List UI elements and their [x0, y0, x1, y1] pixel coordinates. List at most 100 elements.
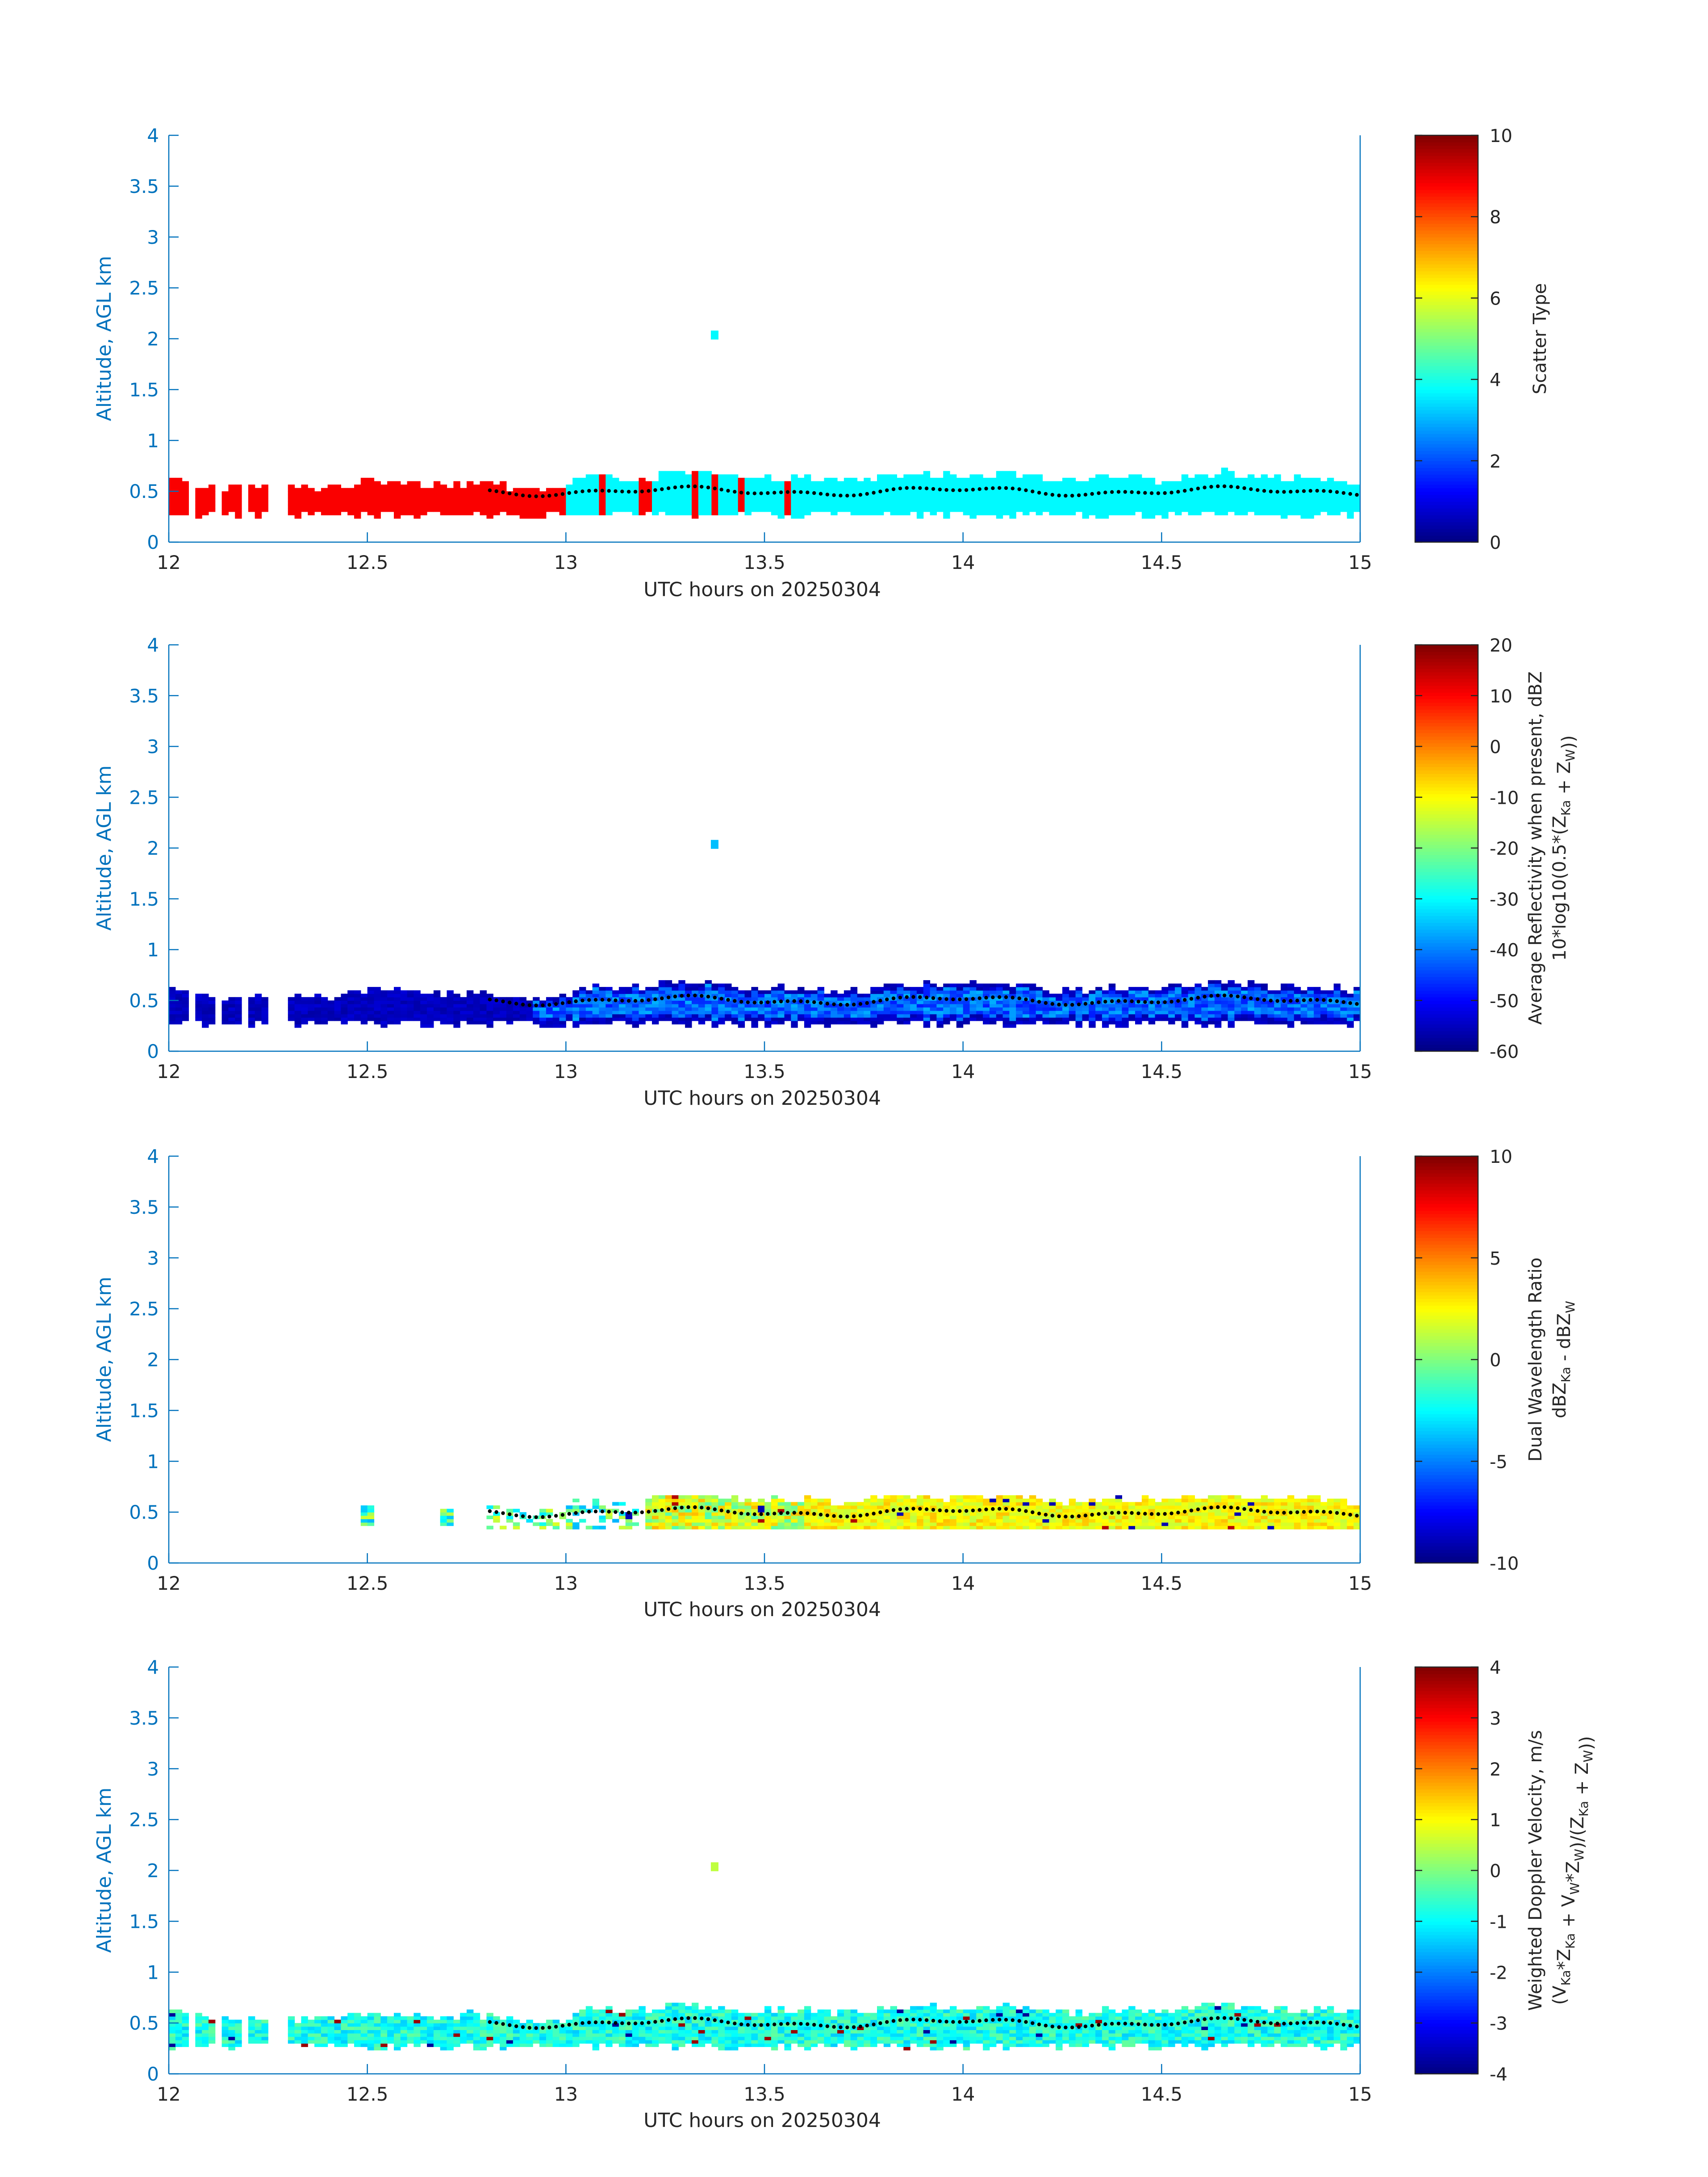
colorbar-segment: [1415, 179, 1478, 184]
y-tick-label: 1.5: [129, 379, 159, 401]
colorbar-segment: [1415, 898, 1478, 903]
colorbar-segment: [1415, 254, 1478, 258]
heatmap-cell: [897, 494, 904, 498]
heatmap-cell: [235, 1011, 242, 1015]
heatmap-cell: [235, 1014, 242, 1018]
heatmap-cell: [255, 508, 262, 512]
heatmap-cell: [903, 505, 910, 509]
heatmap-cell: [844, 485, 851, 489]
heatmap-cell: [751, 501, 758, 506]
heatmap-cell: [652, 1020, 659, 1024]
heatmap-cell: [864, 501, 871, 506]
heatmap-cell: [903, 1011, 910, 1015]
heatmap-cell: [182, 1000, 189, 1004]
heatmap-cell: [1141, 508, 1149, 512]
heatmap-cell: [360, 1020, 368, 1024]
colorbar-segment: [1415, 400, 1478, 404]
heatmap-cell: [321, 491, 328, 495]
heatmap-cell: [672, 997, 679, 1001]
heatmap-cell: [334, 1007, 341, 1011]
heatmap-cell: [930, 994, 937, 998]
data-point: [574, 490, 578, 494]
heatmap-cell: [228, 505, 235, 509]
heatmap-cell: [308, 498, 315, 502]
heatmap-cell: [784, 498, 791, 502]
colorbar-segment: [1415, 980, 1478, 984]
heatmap-cell: [1102, 1007, 1109, 1011]
heatmap-cell: [447, 1014, 454, 1018]
colorbar-segment: [1415, 403, 1478, 407]
heatmap-cell: [533, 491, 540, 495]
heatmap-cell: [963, 1522, 970, 1526]
heatmap-cell: [738, 994, 745, 998]
heatmap-cell: [751, 1525, 758, 1529]
heatmap-cell: [784, 1502, 791, 1506]
data-point: [494, 998, 498, 1003]
heatmap-cell: [1201, 1000, 1208, 1004]
heatmap-cell: [764, 997, 772, 1001]
heatmap-cell: [1175, 498, 1182, 502]
heatmap-cell: [1333, 494, 1341, 498]
heatmap-cell: [314, 994, 322, 998]
heatmap-cell: [1075, 1512, 1082, 1516]
heatmap-cell: [354, 1014, 361, 1018]
heatmap-cell: [1201, 481, 1208, 485]
heatmap-cell: [202, 1000, 209, 1004]
heatmap-cell: [890, 505, 897, 509]
heatmap-cell: [864, 1007, 871, 1011]
heatmap-cell: [725, 508, 732, 512]
heatmap-cell: [467, 1020, 474, 1024]
heatmap-cell: [685, 1525, 692, 1529]
heatmap-cell: [1175, 1017, 1182, 1021]
data-point: [1328, 999, 1332, 1003]
heatmap-cell: [983, 1522, 990, 1526]
colorbar-segment: [1415, 200, 1478, 204]
heatmap-cell: [936, 491, 944, 495]
data-point: [1057, 1003, 1061, 1007]
heatmap-cell: [321, 1020, 328, 1024]
heatmap-cell: [877, 505, 884, 509]
heatmap-cell: [1036, 494, 1043, 498]
heatmap-cell: [175, 990, 183, 994]
heatmap-cell: [1023, 1017, 1030, 1021]
heatmap-cell: [996, 1498, 1003, 1503]
heatmap-cell: [235, 498, 242, 502]
heatmap-cell: [857, 1522, 864, 1526]
heatmap-cell: [1161, 494, 1169, 498]
colorbar-segment: [1415, 413, 1478, 417]
heatmap-cell: [1221, 1011, 1228, 1015]
data-point: [1017, 996, 1021, 1000]
heatmap-cell: [585, 511, 593, 515]
heatmap-cell: [976, 1498, 983, 1503]
heatmap-cell: [850, 1000, 858, 1004]
heatmap-cell: [916, 1011, 924, 1015]
heatmap-cell: [824, 1505, 831, 1509]
heatmap-cell: [1102, 1502, 1109, 1506]
data-point: [891, 487, 896, 491]
heatmap-cell: [678, 477, 685, 482]
heatmap-cell: [658, 1519, 666, 1523]
colorbar-segment: [1415, 855, 1478, 859]
heatmap-cell: [1141, 501, 1149, 506]
heatmap-cell: [413, 508, 421, 512]
heatmap-cell: [334, 1017, 341, 1021]
heatmap-cell: [784, 485, 791, 489]
heatmap-cell: [1208, 997, 1215, 1001]
heatmap-cell: [559, 994, 566, 998]
heatmap-cell: [1029, 1515, 1036, 1519]
heatmap-cell: [394, 511, 401, 515]
heatmap-cell: [1135, 997, 1142, 1001]
heatmap-cell: [996, 1522, 1003, 1526]
colorbar-segment: [1415, 539, 1478, 543]
heatmap-cell: [182, 508, 189, 512]
heatmap-cell: [844, 1007, 851, 1011]
heatmap-cell: [1208, 1007, 1215, 1011]
heatmap-cell: [725, 1502, 732, 1506]
heatmap-cell: [850, 1519, 858, 1523]
heatmap-cell: [658, 1502, 666, 1506]
heatmap-cell: [221, 498, 229, 502]
heatmap-cell: [592, 494, 599, 498]
heatmap-cell: [255, 488, 262, 492]
heatmap-cell: [1241, 987, 1248, 991]
heatmap-cell: [592, 1498, 599, 1503]
